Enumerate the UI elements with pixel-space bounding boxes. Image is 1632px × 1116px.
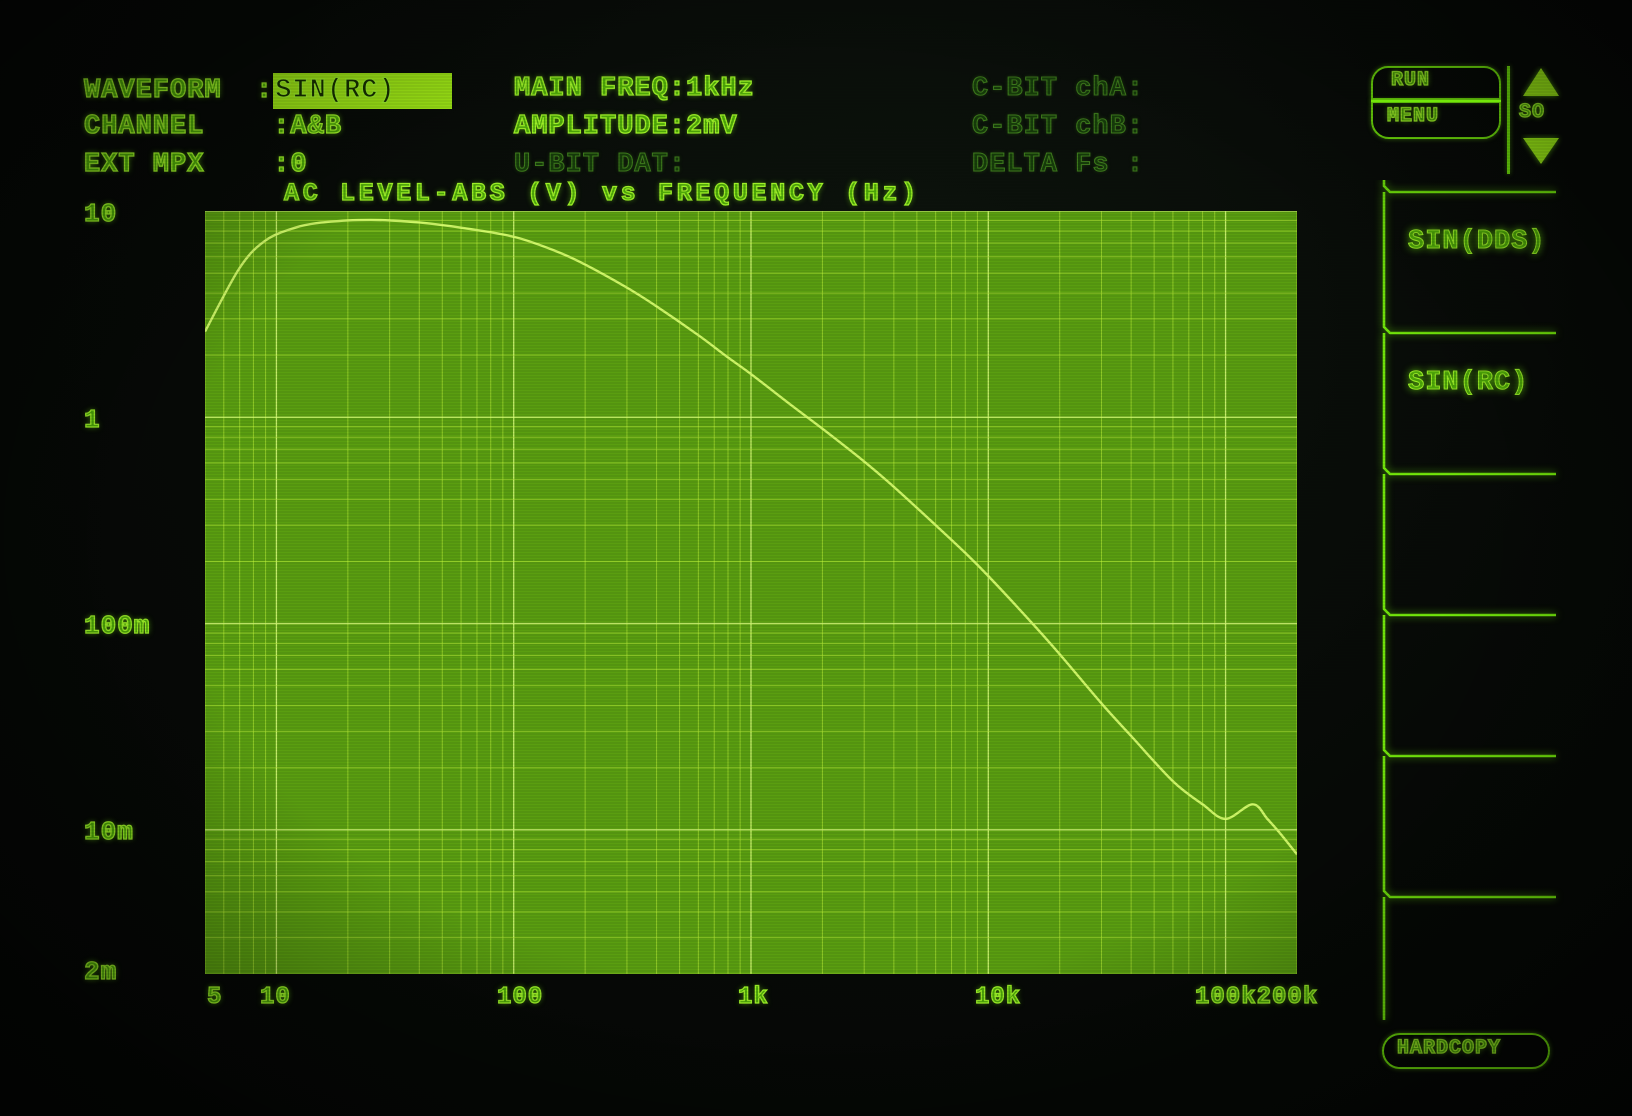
svg-text:SIN(DDS): SIN(DDS) — [1408, 227, 1546, 257]
svg-text:SIN(RC): SIN(RC) — [1408, 368, 1528, 398]
